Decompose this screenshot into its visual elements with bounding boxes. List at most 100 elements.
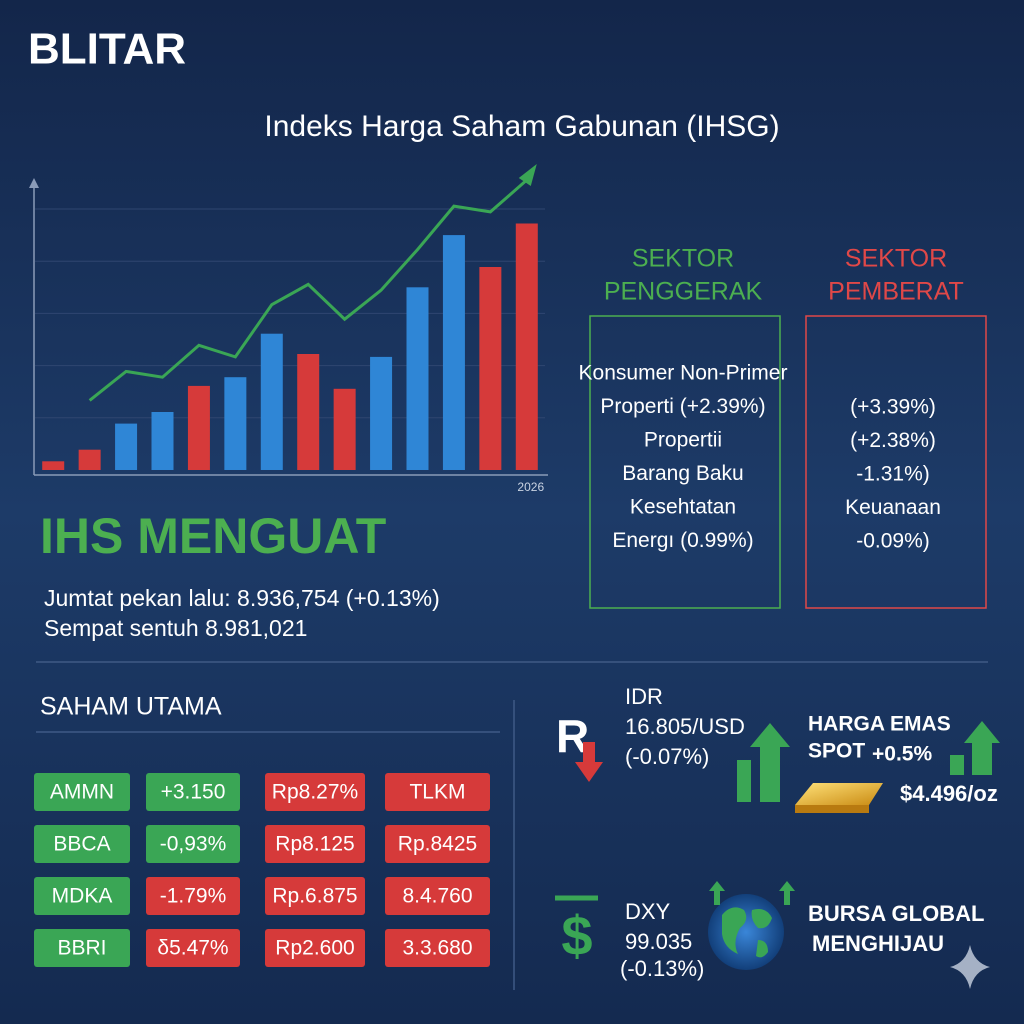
sector-item: Barang Baku (622, 462, 743, 485)
table-cell-text: Rp.6.875 (272, 885, 357, 908)
headline-line: Sempat sentuh 8.981,021 (44, 615, 307, 641)
table-cell (34, 877, 130, 915)
line-arrowhead (518, 164, 537, 186)
gold-bar (795, 805, 869, 813)
table-cell (385, 877, 490, 915)
up-bar (950, 755, 964, 775)
axis-arrow (29, 178, 39, 188)
table-cell (34, 773, 130, 811)
table-cell-text: Rp2.600 (275, 937, 354, 960)
sector-item: Kesehtatan (630, 496, 736, 519)
gold-label: SPOT (808, 740, 865, 763)
global-text: BURSA GLOBAL (808, 901, 984, 926)
table-cell (265, 825, 365, 863)
sector-item: (+2.38%) (850, 429, 936, 452)
sector-item: -0.09%) (856, 530, 930, 553)
table-cell (146, 825, 240, 863)
sector-title: SEKTOR (845, 245, 947, 273)
table-cell (265, 877, 365, 915)
stock-table: AMMN +3.150 Rp8.27% TLKM BBCA -0,93% Rp8.125 Rp… (34, 773, 490, 967)
line (88, 178, 528, 402)
bar (260, 333, 283, 470)
x-tick-label: 2026 (517, 480, 544, 494)
bar (224, 377, 247, 470)
headline-line: Jumtat pekan lalu: 8.936,754 (+0.13%) (44, 585, 440, 611)
section-title: SAHAM UTAMA (40, 693, 222, 721)
sector-panel (805, 315, 987, 609)
table-cell (385, 773, 490, 811)
up-arrow (709, 881, 795, 905)
bar (151, 412, 174, 470)
table-cell-text: Rp8.27% (272, 781, 358, 804)
dxy-label: DXY (625, 899, 671, 924)
sparkle (950, 945, 990, 989)
sector-item: -1.31%) (856, 463, 930, 486)
table-cell (146, 877, 240, 915)
sector-item: (+3.39%) (850, 396, 936, 419)
table-cell-text: +3.150 (161, 781, 226, 804)
bar (406, 287, 429, 470)
bar (297, 354, 320, 470)
bar (333, 388, 356, 470)
table-cell-text: -0,93% (160, 833, 227, 856)
headline: IHS MENGUAT (40, 508, 386, 564)
sector-panel (589, 315, 781, 609)
table-cell (265, 929, 365, 967)
gold-change: +0.5% (872, 743, 932, 766)
table-cell (265, 773, 365, 811)
chart: 2026 (29, 164, 548, 494)
gold-bar (795, 783, 883, 805)
table-cell-text: Rp8.125 (275, 833, 354, 856)
dxy-icon: $ (561, 904, 592, 967)
bar (370, 356, 393, 470)
sector-item: Konsumer Non-Primer (579, 362, 788, 385)
sector-lists: Konsumer Non-Primer Properti (+2.39%) Prop… (579, 362, 941, 553)
table-cell (146, 773, 240, 811)
bar (78, 449, 101, 470)
gold-label: HARGA EMAS (808, 713, 951, 736)
bar (187, 385, 210, 470)
sector-item: Energı (0.99%) (612, 529, 753, 552)
table-cell (385, 929, 490, 967)
chart-title: Indeks Harga Saham Gabunan (IHSG) (264, 110, 779, 143)
table-cell-text: TLKM (409, 781, 465, 804)
idr-value: 16.805/USD (625, 714, 745, 739)
up-bar (737, 760, 751, 802)
table-cell-text: -1.79% (160, 885, 227, 908)
table-cell-text: MDKA (52, 885, 113, 908)
table-cell-text: Rp.8425 (398, 833, 477, 856)
bar (515, 223, 538, 470)
page-title: BLITAR (28, 25, 186, 74)
up-arrow (750, 723, 790, 802)
sector-item: Properti (+2.39%) (600, 395, 765, 418)
sector-item: Keuanaan (845, 496, 941, 519)
down-arrow (575, 742, 603, 782)
table-cell (34, 825, 130, 863)
sector-title: PENGGERAK (604, 278, 763, 306)
gold-value: $4.496/oz (900, 781, 998, 806)
table-cell-text: BBRI (57, 937, 106, 960)
globe (708, 894, 784, 970)
sector-item: Propertii (644, 429, 722, 452)
table-cell (34, 929, 130, 967)
bar (442, 235, 465, 470)
table-cell-text: AMMN (50, 781, 114, 804)
bar (115, 423, 138, 470)
idr-label: IDR (625, 684, 663, 709)
table-cell (146, 929, 240, 967)
bar (42, 461, 65, 470)
table-cell-text: 8.4.760 (402, 885, 472, 908)
dxy-value: 99.035 (625, 929, 692, 954)
globe-land (722, 907, 772, 958)
up-arrow (964, 721, 1000, 775)
dxy-change: (-0.13%) (620, 956, 704, 981)
sector-title: SEKTOR (632, 245, 734, 273)
idr-change: (-0.07%) (625, 744, 709, 769)
table-cell-text: BBCA (53, 833, 110, 856)
global-text: MENGHIJAU (812, 931, 944, 956)
sector-title: PEMBERAT (828, 278, 964, 306)
table-cell-text: 3.3.680 (402, 937, 472, 960)
bar (479, 267, 502, 470)
